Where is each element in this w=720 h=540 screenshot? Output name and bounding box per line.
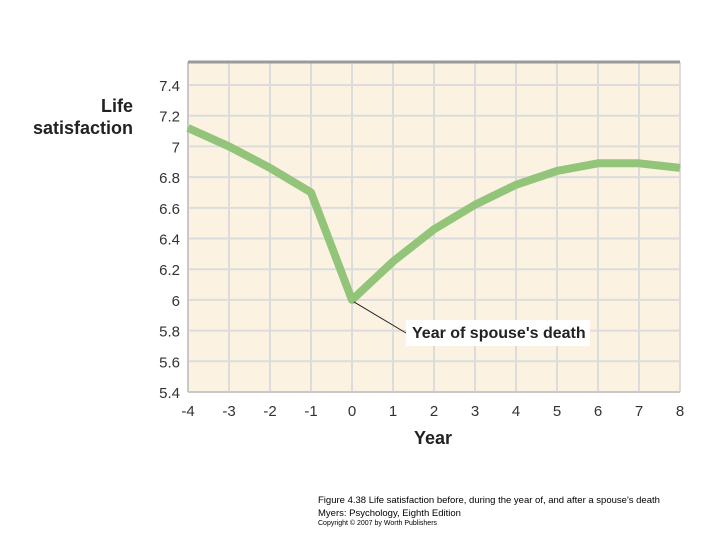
- y-tick-label: 7.4: [159, 78, 180, 95]
- y-tick-label: 5.6: [159, 354, 180, 371]
- annotation-label: Year of spouse's death: [412, 325, 586, 342]
- figure-caption: Figure 4.38 Life satisfaction before, du…: [318, 495, 660, 506]
- series: [186, 124, 681, 304]
- data-point: [228, 145, 230, 147]
- x-tick-label: 4: [512, 403, 520, 420]
- data-point: [556, 170, 558, 172]
- x-tick-label: 6: [594, 403, 602, 420]
- book-source: Myers: Psychology, Eighth Edition: [318, 508, 461, 519]
- data-point: [269, 167, 271, 169]
- data-point: [638, 162, 640, 164]
- y-tick-label: 6.4: [159, 232, 180, 249]
- data-point: [310, 191, 312, 193]
- copyright-notice: Copyright © 2007 by Worth Publishers: [318, 520, 438, 527]
- x-axis-title: Year: [414, 428, 452, 448]
- x-tick-label: -1: [304, 403, 317, 420]
- x-tick-label: 1: [389, 403, 397, 420]
- x-tick-label: 2: [430, 403, 438, 420]
- tick-labels: -4 -3 -2 -1 0 1 2 3 4 5 6 7 8 5.4 5.6 5.8 6 6.2 6.4 6.6 6.8 7…: [159, 78, 684, 420]
- y-tick-label: 5.4: [159, 385, 180, 402]
- annotation-box: [406, 320, 590, 346]
- y-tick-label: 5.8: [159, 324, 180, 341]
- axes: [187, 60, 680, 393]
- x-tick-label: 0: [348, 403, 356, 420]
- data-point: [433, 228, 435, 230]
- data-point: [187, 127, 189, 129]
- data-point: [351, 299, 353, 301]
- x-tick-label: 3: [471, 403, 479, 420]
- data-point: [679, 167, 681, 169]
- x-tick-label: -2: [263, 403, 276, 420]
- x-tick-label: -4: [181, 403, 194, 420]
- y-tick-label: 6: [172, 293, 180, 310]
- y-tick-label: 6.6: [159, 201, 180, 218]
- data-point: [474, 204, 476, 206]
- y-axis-title-line-1: Life: [101, 96, 133, 116]
- grid: [188, 62, 681, 392]
- x-tick-label: 8: [676, 403, 684, 420]
- x-tick-label: 5: [553, 403, 561, 420]
- data-point: [392, 261, 394, 263]
- y-axis-title-line-2: satisfaction: [33, 118, 133, 138]
- x-tick-label: 7: [635, 403, 643, 420]
- y-tick-label: 7: [172, 139, 180, 156]
- data-point: [597, 162, 599, 164]
- x-tick-label: -3: [222, 403, 235, 420]
- y-tick-label: 6.2: [159, 262, 180, 279]
- y-tick-label: 6.8: [159, 170, 180, 187]
- y-tick-label: 7.2: [159, 109, 180, 126]
- data-point: [515, 184, 517, 186]
- annotations: Year of spouse's death: [353, 301, 590, 346]
- annotation-leader-line: [353, 301, 407, 334]
